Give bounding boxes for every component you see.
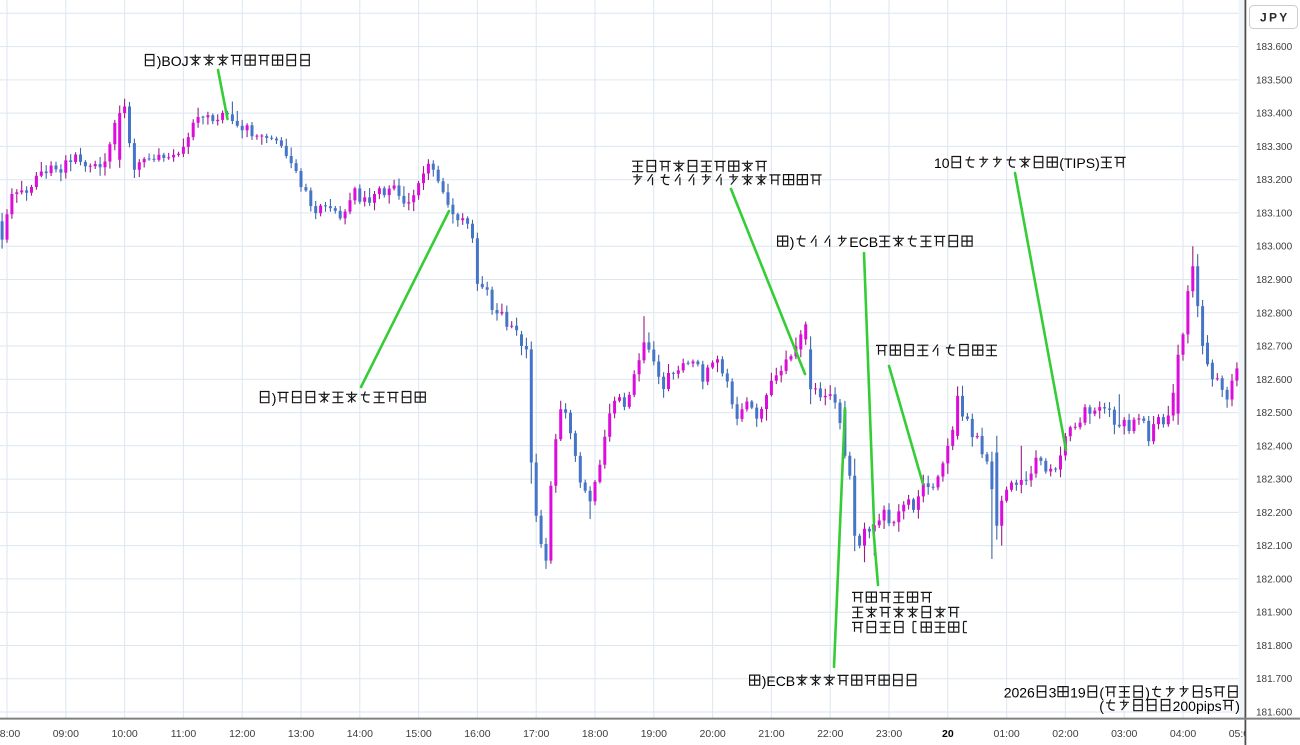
svg-text:182.700: 182.700	[1256, 342, 1293, 353]
svg-text:182.000: 182.000	[1256, 574, 1293, 585]
svg-text:183.200: 183.200	[1256, 175, 1293, 186]
svg-text:20:00: 20:00	[700, 728, 726, 740]
svg-text:)ECB: )ECB	[762, 673, 795, 689]
svg-text:21:00: 21:00	[758, 728, 784, 740]
svg-text:5: 5	[1205, 685, 1213, 701]
svg-text:13:00: 13:00	[288, 728, 314, 740]
svg-text:182.400: 182.400	[1256, 441, 1293, 452]
svg-text:): )	[272, 390, 277, 406]
svg-text:183.400: 183.400	[1256, 109, 1293, 120]
svg-text:12:00: 12:00	[229, 728, 255, 740]
svg-text:182.800: 182.800	[1256, 308, 1293, 319]
svg-text:01:00: 01:00	[994, 728, 1020, 740]
svg-text:02:00: 02:00	[1052, 728, 1078, 740]
svg-text:10:00: 10:00	[112, 728, 138, 740]
svg-text:181.700: 181.700	[1256, 674, 1293, 685]
svg-text:183.100: 183.100	[1256, 208, 1293, 219]
svg-text:16:00: 16:00	[464, 728, 490, 740]
svg-text:200pips: 200pips	[1173, 698, 1222, 714]
svg-text:(: (	[1099, 685, 1104, 701]
svg-text:182.500: 182.500	[1256, 408, 1293, 419]
svg-text:JPY: JPY	[1260, 11, 1290, 25]
svg-text:05:00: 05:00	[1229, 728, 1255, 740]
svg-text:182.200: 182.200	[1256, 508, 1293, 519]
svg-text:ECB: ECB	[849, 234, 878, 250]
svg-text:04:00: 04:00	[1170, 728, 1196, 740]
svg-text:(: (	[1099, 698, 1104, 714]
svg-text:09:00: 09:00	[53, 728, 79, 740]
svg-text:): )	[1235, 698, 1240, 714]
svg-text:19: 19	[1070, 685, 1086, 701]
svg-text:19:00: 19:00	[641, 728, 667, 740]
svg-text:183.500: 183.500	[1256, 75, 1293, 86]
svg-text:17:00: 17:00	[523, 728, 549, 740]
svg-text:181.900: 181.900	[1256, 608, 1293, 619]
svg-text:182.600: 182.600	[1256, 375, 1293, 386]
svg-text:)BOJ: )BOJ	[157, 53, 189, 69]
svg-text:23:00: 23:00	[876, 728, 902, 740]
svg-text:182.900: 182.900	[1256, 275, 1293, 286]
svg-text:181.800: 181.800	[1256, 641, 1293, 652]
svg-text:183.300: 183.300	[1256, 142, 1293, 153]
svg-text:11:00: 11:00	[171, 728, 197, 740]
svg-text:3: 3	[1049, 685, 1057, 701]
svg-text:08:00: 08:00	[0, 728, 20, 740]
svg-text:18:00: 18:00	[582, 728, 608, 740]
svg-text:182.300: 182.300	[1256, 475, 1293, 486]
svg-text:03:00: 03:00	[1111, 728, 1137, 740]
svg-text:): )	[790, 234, 795, 250]
svg-text:(TIPS): (TIPS)	[1059, 155, 1099, 171]
svg-text:20: 20	[942, 728, 954, 740]
svg-text:183.600: 183.600	[1256, 42, 1293, 53]
svg-text:22:00: 22:00	[817, 728, 843, 740]
svg-text:15:00: 15:00	[406, 728, 432, 740]
svg-text:10: 10	[934, 155, 950, 171]
svg-text:183.000: 183.000	[1256, 242, 1293, 253]
svg-text:): )	[1145, 685, 1150, 701]
svg-text:181.600: 181.600	[1256, 708, 1293, 719]
svg-text:2026: 2026	[1004, 685, 1035, 701]
svg-text:182.100: 182.100	[1256, 541, 1293, 552]
svg-text:14:00: 14:00	[347, 728, 373, 740]
